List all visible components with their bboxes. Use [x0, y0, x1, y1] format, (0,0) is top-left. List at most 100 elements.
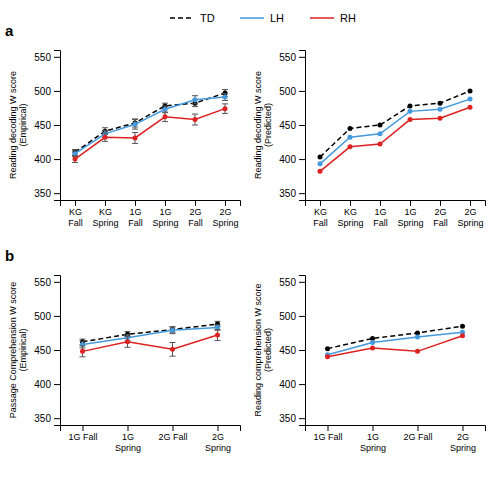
tick-label-line: 2G Fall [158, 432, 187, 442]
tick-label-line: KG [99, 207, 112, 217]
point [103, 135, 108, 140]
x-tick: 2G Fall [403, 425, 432, 442]
y-tick: 450 [279, 120, 305, 131]
point [348, 135, 353, 140]
point [215, 333, 220, 338]
y-tick: 400 [34, 154, 60, 165]
x-tick: 1GSpring [360, 425, 386, 453]
x-tick: 2GSpring [205, 425, 231, 453]
tick-label-line: Spring [337, 218, 363, 228]
tick-label: 450 [34, 345, 51, 356]
point [378, 131, 383, 136]
tick-mark [54, 418, 60, 419]
tick-label-line: Spring [212, 218, 238, 228]
tick-label-line: Spring [457, 218, 483, 228]
tick-mark [195, 200, 196, 206]
tick-label-line: 1G Fall [313, 432, 342, 442]
series [318, 105, 473, 174]
y-tick: 350 [34, 413, 60, 424]
x-tick: 1GFall [128, 200, 143, 228]
tick-mark [75, 200, 76, 206]
tick-label-line: Fall [433, 218, 448, 228]
x-tick: 2GSpring [457, 200, 483, 228]
legend-swatch [170, 17, 194, 19]
tick-label: 550 [34, 277, 51, 288]
tick-label: 400 [34, 379, 51, 390]
line [328, 336, 463, 357]
plot-area [80, 321, 221, 356]
tick-label-line: 2G [457, 432, 469, 442]
point [223, 95, 228, 100]
tick-label: KGSpring [92, 207, 118, 227]
error-bar [222, 104, 228, 114]
tick-label-line: Spring [205, 443, 231, 453]
plot-area [318, 88, 473, 173]
point [125, 339, 130, 344]
tick-label: 500 [279, 311, 296, 322]
tick-label-line: 1G [122, 432, 134, 442]
error-bar [132, 133, 138, 144]
y-axis: 350 400 450 500 550 [34, 276, 60, 426]
point [223, 106, 228, 111]
point [170, 328, 175, 333]
error-bar [132, 120, 138, 130]
x-tick: 2GFall [188, 200, 203, 228]
y-tick: 400 [279, 154, 305, 165]
x-tick: 2GSpring [450, 425, 476, 453]
legend-entry: TD [170, 12, 215, 24]
tick-label: 1GSpring [397, 207, 423, 227]
axis-line [306, 201, 486, 207]
tick-mark [410, 200, 411, 206]
tick-mark [54, 316, 60, 317]
point [73, 157, 78, 162]
error-bar [162, 112, 168, 122]
y-axis: 350400450500550 [279, 276, 305, 426]
legend-swatch [240, 17, 264, 19]
point [348, 126, 353, 131]
y-tick: 350 [279, 413, 305, 424]
y-axis-title: Reading comprehension W score(Predicted) [253, 283, 273, 416]
point [170, 347, 175, 352]
legend-label: TD [200, 12, 215, 24]
tick-mark [54, 350, 60, 351]
y-tick: 350 [279, 188, 305, 199]
error-bar [102, 133, 108, 141]
axis-line [61, 426, 241, 432]
y-axis-title: Reading decoding W score(Empirical) [8, 71, 28, 179]
panel: 350400450500550KGFallKGSpring1GFall1GSpr… [5, 22, 241, 228]
tick-label-line: Spring [397, 218, 423, 228]
y-tick: 550 [34, 277, 60, 288]
line [83, 335, 218, 351]
axis-line [54, 51, 61, 201]
y-tick: 550 [279, 52, 305, 63]
legend-swatch [310, 17, 334, 19]
axis-line [299, 51, 306, 201]
y-axis-title-line: (Empirical) [18, 328, 28, 371]
y-tick: 500 [34, 311, 60, 322]
line [75, 109, 225, 159]
tick-mark [299, 282, 305, 283]
tick-label: 2GSpring [457, 207, 483, 227]
tick-label: 2GFall [433, 207, 448, 227]
point [193, 117, 198, 122]
y-axis-title: Reading decoding W score(Predicted) [253, 71, 273, 179]
point [370, 345, 375, 350]
series [325, 330, 465, 358]
tick-mark [54, 57, 60, 58]
tick-label: 500 [34, 311, 51, 322]
y-axis-title: Passage Comprehension W score(Empirical) [8, 282, 28, 419]
point [318, 161, 323, 166]
series [318, 88, 473, 159]
point [460, 324, 465, 329]
tick-label-line: 2G Fall [403, 432, 432, 442]
tick-mark [299, 91, 305, 92]
x-axis: KGFallKGSpring1GFall1GSpring2GFall2GSpri… [61, 200, 241, 228]
line [320, 107, 470, 171]
x-axis: 1G Fall1GSpring2G Fall2GSpring [61, 425, 241, 453]
tick-label: 1GFall [373, 207, 388, 227]
line [320, 91, 470, 157]
point [193, 97, 198, 102]
x-tick: 1GFall [373, 200, 388, 228]
point [325, 346, 330, 351]
tick-mark [463, 425, 464, 431]
